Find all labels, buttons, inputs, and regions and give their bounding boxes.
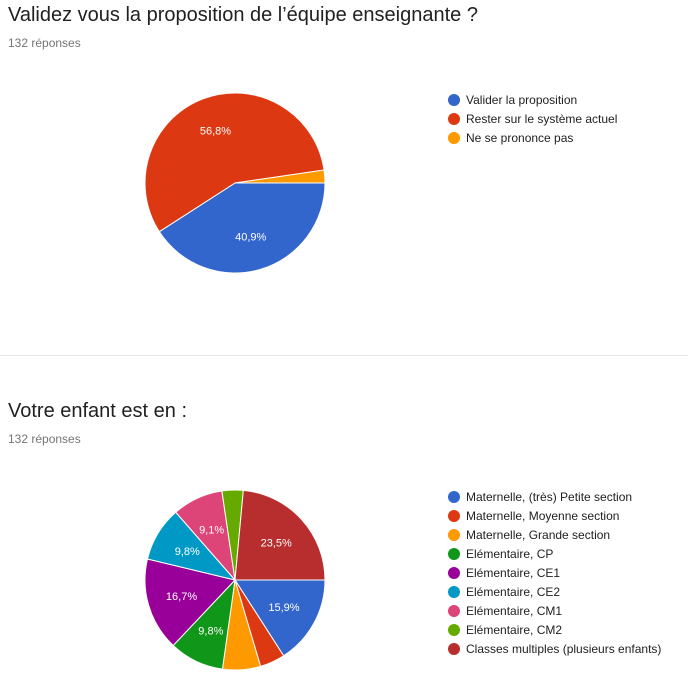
question-card-2: Votre enfant est en : 132 réponses 15,9%… (0, 356, 696, 674)
legend-label: Maternelle, (très) Petite section (466, 489, 633, 504)
pie-slice[interactable] (144, 558, 236, 647)
legend-label: Elémentaire, CM1 (466, 603, 563, 618)
legend-swatch (448, 112, 460, 125)
response-count: 132 réponses (8, 432, 81, 446)
legend-swatch (448, 566, 460, 579)
legend-label: Classes multiples (plusieurs enfants) (466, 641, 662, 656)
legend-label: Valider la proposition (466, 92, 578, 107)
slice-percent-label: 9,1% (199, 524, 224, 536)
legend-swatch (448, 509, 460, 522)
question-title: Validez vous la proposition de l’équipe … (8, 4, 478, 26)
legend-swatch (448, 131, 460, 144)
pie-chart[interactable]: 15,9% 9,8% 16,7% 9,8% 9,1% 23,5% (0, 356, 696, 674)
legend-swatch (448, 547, 460, 560)
card-divider (0, 355, 688, 356)
legend-swatch (448, 623, 460, 636)
slice-percent-label: 23,5% (261, 537, 292, 549)
legend-swatch (448, 490, 460, 503)
pie-chart[interactable]: 40,9% 56,8% (0, 0, 696, 356)
legend-label: Maternelle, Grande section (466, 527, 611, 542)
legend-label: Elémentaire, CE1 (466, 565, 561, 580)
slice-percent-label: 15,9% (268, 602, 299, 614)
legend-swatch (448, 528, 460, 541)
slice-percent-label: 56,8% (200, 126, 231, 138)
slice-percent-label: 9,8% (175, 546, 200, 558)
legend-item[interactable]: Maternelle, (très) Petite section (448, 487, 661, 506)
legend-item[interactable]: Elémentaire, CM2 (448, 620, 661, 639)
legend-item[interactable]: Rester sur le système actuel (448, 109, 617, 128)
legend-label: Rester sur le système actuel (466, 111, 618, 126)
legend-swatch (448, 642, 460, 655)
legend-label: Ne se prononce pas (466, 130, 574, 145)
slice-percent-label: 9,8% (198, 625, 223, 637)
legend-item[interactable]: Elémentaire, CM1 (448, 601, 661, 620)
legend-label: Maternelle, Moyenne section (466, 508, 620, 523)
legend-item[interactable]: Maternelle, Moyenne section (448, 506, 661, 525)
legend-item[interactable]: Valider la proposition (448, 90, 617, 109)
legend-label: Elémentaire, CM2 (466, 622, 563, 637)
legend-item[interactable]: Maternelle, Grande section (448, 525, 661, 544)
response-count: 132 réponses (8, 36, 81, 50)
legend-label: Elémentaire, CP (466, 546, 554, 561)
pie-slice[interactable] (234, 169, 326, 184)
legend-item[interactable]: Elémentaire, CE1 (448, 563, 661, 582)
slice-percent-label: 16,7% (166, 591, 197, 603)
chart-legend: Valider la proposition Rester sur le syst… (448, 90, 617, 147)
legend-label: Elémentaire, CE2 (466, 584, 561, 599)
question-title: Votre enfant est en : (8, 400, 188, 422)
legend-swatch (448, 93, 460, 106)
chart-legend: Maternelle, (très) Petite section Materne… (448, 487, 661, 658)
legend-swatch (448, 585, 460, 598)
legend-item[interactable]: Elémentaire, CE2 (448, 582, 661, 601)
pie-slice[interactable] (234, 579, 326, 657)
legend-item[interactable]: Classes multiples (plusieurs enfants) (448, 639, 661, 658)
pie-slice[interactable] (234, 489, 326, 581)
legend-item[interactable]: Ne se prononce pas (448, 128, 617, 147)
slice-percent-label: 40,9% (235, 232, 266, 244)
pie-slice[interactable] (144, 92, 325, 233)
question-card-1: Validez vous la proposition de l’équipe … (0, 0, 696, 356)
legend-swatch (448, 604, 460, 617)
legend-item[interactable]: Elémentaire, CP (448, 544, 661, 563)
